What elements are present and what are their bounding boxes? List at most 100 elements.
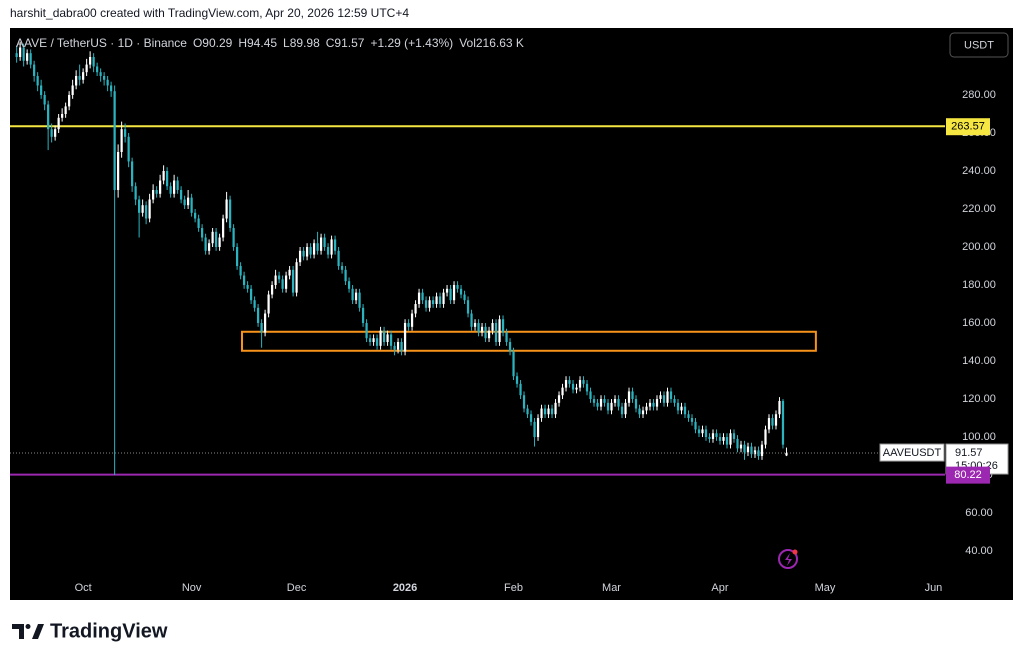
currency-label[interactable]: USDT xyxy=(964,39,994,51)
y-tick-label: 240.00 xyxy=(962,165,996,177)
candle-body xyxy=(337,250,340,267)
candle-body xyxy=(610,402,613,411)
line-price-label: 263.57 xyxy=(951,121,985,133)
candle-body xyxy=(351,288,354,301)
candle-body xyxy=(193,212,197,219)
candle-body xyxy=(753,450,757,455)
candle-body xyxy=(211,231,214,244)
candle-body xyxy=(141,205,144,213)
y-tick-label: 220.00 xyxy=(962,203,996,215)
candle-body xyxy=(578,380,582,388)
candle-body xyxy=(64,106,67,114)
candle-body xyxy=(249,288,253,301)
candle-body xyxy=(92,56,95,67)
candle-body xyxy=(414,304,417,314)
candle-body xyxy=(519,383,522,396)
candle-body xyxy=(138,199,141,213)
candle-body xyxy=(491,323,494,331)
candle-body xyxy=(204,237,207,251)
candle-body xyxy=(179,190,183,200)
candle-body xyxy=(267,294,270,314)
candle-body xyxy=(316,243,319,251)
y-tick-label: 160.00 xyxy=(962,317,996,329)
candle-body xyxy=(785,453,788,456)
candle-body xyxy=(498,319,501,343)
candle-body xyxy=(659,395,662,400)
legend-field: H94.45 xyxy=(238,36,277,50)
candle-body xyxy=(722,437,725,441)
candle-body xyxy=(459,288,463,295)
legend-field: Vol216.63 K xyxy=(459,36,524,50)
candle-body xyxy=(697,429,701,434)
candle-body xyxy=(711,433,715,439)
candle-body xyxy=(676,402,680,411)
y-tick-label: 60.00 xyxy=(965,507,993,519)
candle-body xyxy=(372,338,375,343)
y-tick-label: 200.00 xyxy=(962,241,996,253)
candle-body xyxy=(683,406,687,415)
candle-body xyxy=(725,437,729,445)
candle-body xyxy=(200,228,204,238)
candle-body xyxy=(641,410,645,415)
line-price-label: 80.22 xyxy=(954,469,982,481)
candle-body xyxy=(596,402,599,407)
candle-body xyxy=(260,323,263,333)
alert-icon-bolt xyxy=(785,553,792,566)
attribution: harshit_dabra00 created with TradingView… xyxy=(10,6,409,20)
candle-body xyxy=(599,399,603,407)
candle-body xyxy=(561,387,564,396)
candle-body xyxy=(239,266,242,276)
candle-body xyxy=(103,75,106,80)
y-tick-label: 140.00 xyxy=(962,355,996,367)
plot-area: 40.0060.0080.00100.00120.00140.00160.001… xyxy=(10,41,996,594)
candle-body xyxy=(358,292,361,308)
candle-body xyxy=(169,186,172,194)
candle-body xyxy=(673,399,676,403)
brand-name: TradingView xyxy=(50,620,168,642)
currency-button[interactable] xyxy=(949,32,1009,58)
y-tick-label: 180.00 xyxy=(962,279,996,291)
alert-icon[interactable] xyxy=(778,549,798,569)
candle-body xyxy=(22,47,25,61)
overlay: AAVE / TetherUS · 1D · Binance O90.29 H94.… xyxy=(16,36,1009,484)
candle-body xyxy=(403,323,407,352)
candle-body xyxy=(778,400,781,415)
brand-logo xyxy=(12,624,44,639)
candle-body xyxy=(288,269,291,276)
candle-body xyxy=(214,231,218,248)
candle-body xyxy=(760,444,764,457)
candle-body xyxy=(124,129,127,137)
candle-body xyxy=(50,129,53,137)
logo-dot xyxy=(25,624,31,629)
candle-body xyxy=(155,190,158,194)
candle-body xyxy=(389,334,393,346)
candle-body xyxy=(256,307,260,324)
candle-body xyxy=(729,433,732,445)
candle-body xyxy=(36,75,39,86)
candle-body xyxy=(54,129,57,137)
candle-body xyxy=(284,275,288,289)
candle-body xyxy=(127,136,130,162)
candle-body xyxy=(631,391,634,400)
candle-body xyxy=(68,94,71,107)
candle-body xyxy=(295,262,298,293)
candle-body xyxy=(89,56,92,65)
candle-body xyxy=(585,383,589,392)
candle-body xyxy=(421,292,424,301)
candle-body xyxy=(757,450,760,457)
candle-body xyxy=(547,408,550,415)
candle-body xyxy=(536,418,540,438)
candle-body xyxy=(648,402,652,407)
candle-body xyxy=(743,444,746,453)
candle-body xyxy=(162,171,165,181)
candle-body xyxy=(246,285,249,289)
candle-body xyxy=(771,418,774,426)
candle-body xyxy=(774,414,778,426)
candle-body xyxy=(228,199,232,229)
x-tick-label: May xyxy=(815,582,836,594)
candle-body xyxy=(113,91,116,191)
candle-body xyxy=(781,400,785,445)
line-price-tag xyxy=(946,466,990,484)
candle-body xyxy=(365,323,368,339)
